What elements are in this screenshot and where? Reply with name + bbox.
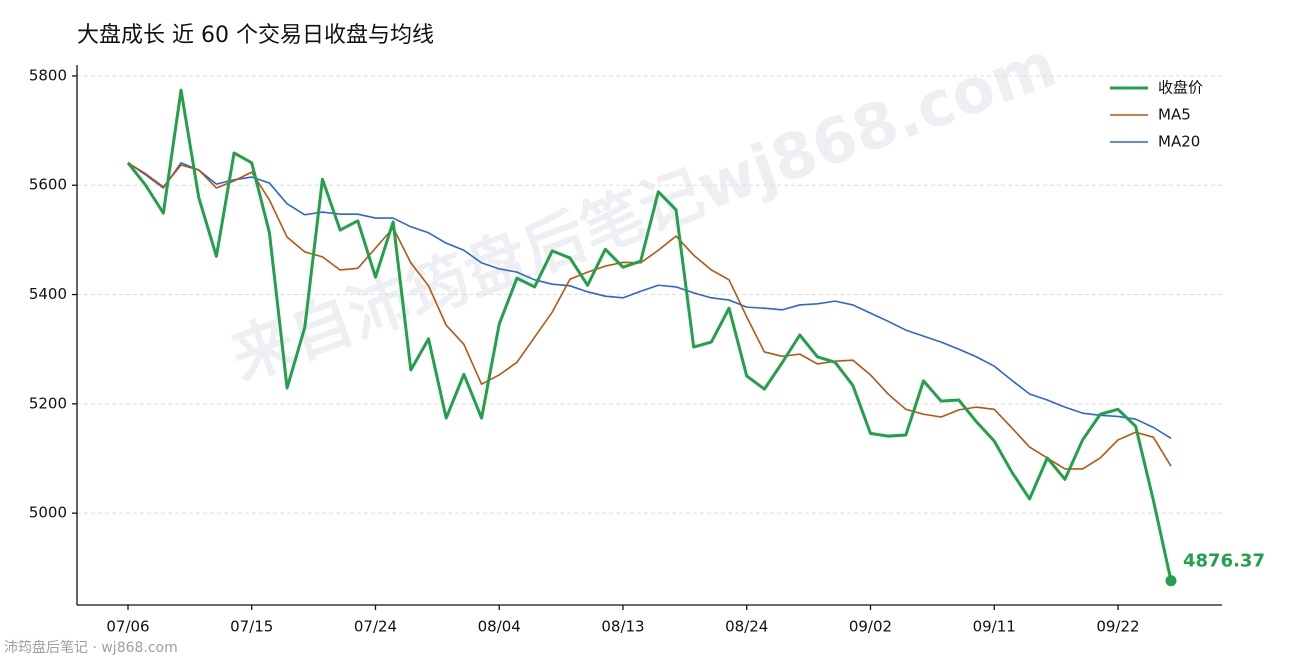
legend-label: MA5 xyxy=(1158,106,1191,124)
x-tick-label: 07/15 xyxy=(230,618,273,636)
legend-label: MA20 xyxy=(1158,133,1200,151)
x-tick-label: 09/22 xyxy=(1096,618,1139,636)
x-tick-label: 07/24 xyxy=(354,618,397,636)
watermark: 来自沛筠盘后笔记wj868.com xyxy=(222,28,1066,395)
y-tick-label: 5000 xyxy=(29,504,67,522)
y-tick-label: 5200 xyxy=(29,394,67,412)
chart-title: 大盘成长 近 60 个交易日收盘与均线 xyxy=(77,23,434,48)
series-line xyxy=(126,88,1173,582)
y-tick-label: 5400 xyxy=(29,285,67,303)
last-point xyxy=(1165,575,1177,587)
series-line xyxy=(127,162,1172,470)
legend-label: 收盘价 xyxy=(1158,79,1203,97)
series-line xyxy=(127,162,1172,439)
x-tick-label: 09/02 xyxy=(849,618,892,636)
footer: 沛筠盘后笔记 · wj868.com xyxy=(4,639,178,656)
x-tick-label: 08/24 xyxy=(725,618,768,636)
y-tick-label: 5800 xyxy=(29,66,67,84)
x-tick-label: 08/13 xyxy=(601,618,644,636)
x-tick-label: 09/11 xyxy=(973,618,1016,636)
x-tick-label: 08/04 xyxy=(478,618,521,636)
last-value-label: 4876.37 xyxy=(1183,551,1265,572)
x-tick-label: 07/06 xyxy=(106,618,149,636)
y-tick-label: 5600 xyxy=(29,176,67,194)
